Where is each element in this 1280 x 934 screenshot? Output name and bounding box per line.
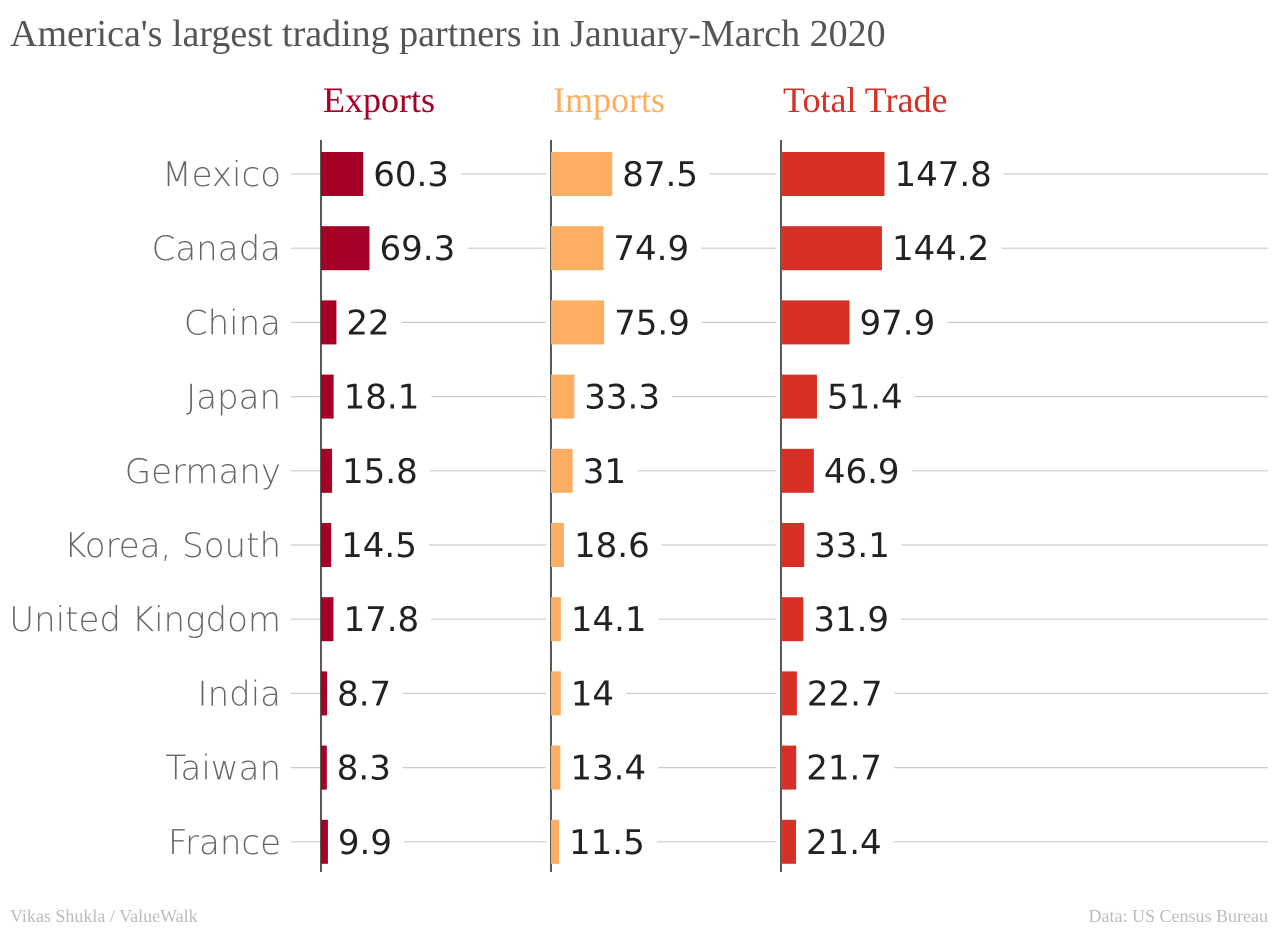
credit-text: Vikas Shukla / ValueWalk — [10, 906, 198, 926]
bar — [321, 226, 370, 271]
bar — [321, 671, 328, 716]
category-label: France — [168, 823, 281, 863]
panel-title-0: Exports — [323, 80, 435, 120]
labels: Exports Imports Total Trade Mexico 60.3 87.5 1… — [9, 80, 992, 863]
value-label: 8.7 — [337, 674, 391, 714]
value-label: 60.3 — [373, 155, 449, 195]
value-label: 21.7 — [806, 749, 882, 789]
value-label: 18.1 — [344, 378, 420, 418]
bars — [321, 152, 885, 864]
value-label: 22.7 — [807, 674, 883, 714]
value-label: 31 — [583, 452, 626, 492]
value-label: 144.2 — [892, 229, 989, 269]
category-label: Japan — [186, 378, 281, 418]
bar — [321, 152, 364, 196]
source-text: Data: US Census Bureau — [1088, 906, 1268, 926]
category-label: India — [198, 674, 281, 714]
bar — [321, 300, 337, 345]
bar — [321, 597, 334, 642]
panel-title-1: Imports — [553, 80, 665, 120]
bar — [551, 448, 573, 493]
category-label: Germany — [125, 452, 281, 492]
bar — [781, 597, 804, 642]
chart-title: America's largest trading partners in Ja… — [10, 13, 886, 55]
bar — [551, 671, 561, 716]
bar — [551, 226, 604, 271]
bar — [781, 745, 797, 790]
bar — [781, 374, 817, 419]
value-label: 51.4 — [827, 378, 903, 418]
bar — [551, 152, 613, 196]
bar — [551, 819, 560, 864]
value-label: 75.9 — [614, 303, 690, 343]
value-label: 14 — [571, 674, 614, 714]
value-label: 8.3 — [337, 749, 391, 789]
value-label: 14.1 — [571, 600, 647, 640]
bar — [551, 745, 561, 790]
bar — [781, 300, 850, 345]
bar — [781, 226, 882, 271]
value-label: 69.3 — [380, 229, 456, 269]
bar — [781, 152, 885, 196]
bar — [781, 671, 797, 716]
bar — [321, 448, 333, 493]
bar — [321, 819, 328, 864]
value-label: 11.5 — [569, 823, 645, 863]
category-label: Mexico — [162, 155, 281, 195]
value-label: 22 — [346, 303, 389, 343]
value-label: 21.4 — [806, 823, 882, 863]
category-label: Canada — [152, 229, 281, 269]
category-label: Taiwan — [165, 749, 281, 789]
panel-title-2: Total Trade — [783, 80, 947, 120]
value-label: 147.8 — [894, 155, 991, 195]
bar — [551, 597, 561, 642]
bar — [781, 523, 805, 567]
bar — [321, 374, 334, 419]
value-label: 13.4 — [570, 749, 646, 789]
gridlines — [291, 173, 1268, 843]
value-label: 87.5 — [622, 155, 698, 195]
category-label: China — [184, 303, 281, 343]
bar — [781, 448, 814, 493]
value-label: 33.1 — [814, 526, 890, 566]
value-label: 14.5 — [341, 526, 417, 566]
value-label: 31.9 — [813, 600, 889, 640]
value-label: 9.9 — [338, 823, 392, 863]
value-label: 46.9 — [824, 452, 900, 492]
value-label: 97.9 — [860, 303, 936, 343]
value-label: 18.6 — [574, 526, 650, 566]
category-label: United Kingdom — [9, 600, 281, 640]
value-label: 33.3 — [584, 378, 660, 418]
bar — [551, 374, 575, 419]
bar — [781, 819, 796, 864]
bar — [551, 300, 605, 345]
bar — [321, 745, 327, 790]
value-label: 17.8 — [343, 600, 419, 640]
bar — [321, 523, 332, 567]
bar — [551, 523, 565, 567]
value-label: 74.9 — [613, 229, 689, 269]
category-label: Korea, South — [64, 526, 281, 566]
value-label: 15.8 — [342, 452, 418, 492]
